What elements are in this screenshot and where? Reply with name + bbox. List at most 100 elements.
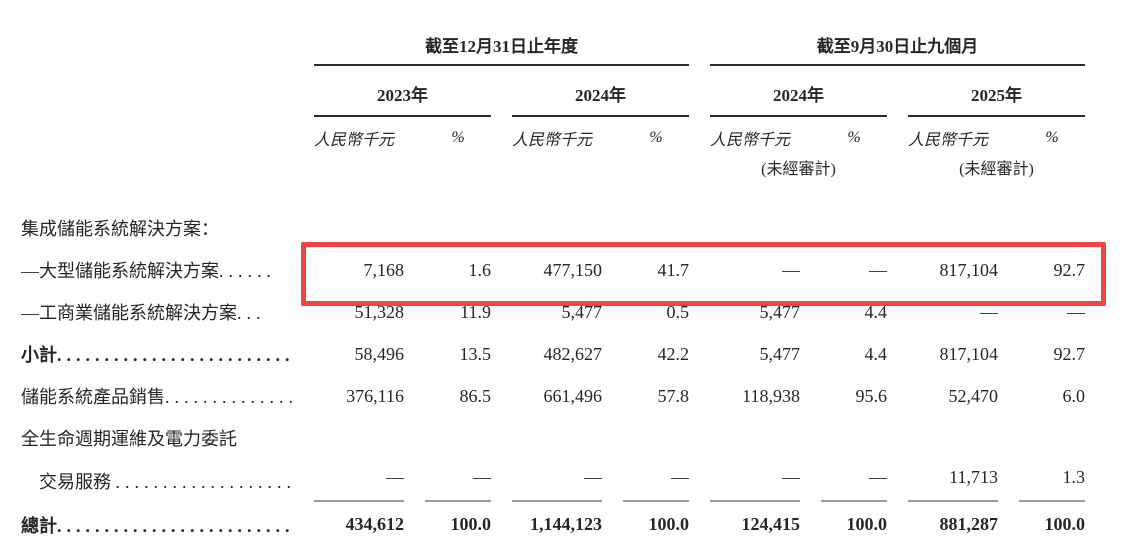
row-label: 全生命週期運維及電力委託	[21, 417, 293, 459]
percent-cell: —	[869, 259, 887, 280]
row-label-text: —大型儲能系統解決方案	[21, 261, 219, 281]
percent-cell: —	[425, 459, 491, 502]
row-label: —大型儲能系統解決方案......	[21, 249, 293, 291]
empty-cell	[21, 66, 293, 117]
amount-cell: 7,168	[363, 259, 405, 280]
unit-header: 人民幣千元	[512, 132, 593, 149]
dot-leader: ................................	[57, 516, 293, 536]
percent-cell	[623, 417, 689, 459]
percent-cell: 100.0	[821, 502, 887, 537]
percent-cell: 41.7	[657, 259, 690, 280]
dot-leader: ...	[237, 303, 266, 323]
amount-cell: 118,938	[742, 385, 800, 406]
unaudited-note: (未經審計)	[959, 161, 1034, 178]
percent-cell: 92.7	[1053, 259, 1086, 280]
dot-leader: ................................	[57, 345, 293, 365]
percent-cell	[1019, 207, 1085, 249]
row-label: 總計................................	[21, 502, 293, 537]
row-integrated-solutions-heading: 集成儲能系統解決方案：	[21, 207, 1085, 249]
amount-cell: 817,104	[939, 343, 999, 364]
amount-cell: 5,477	[759, 301, 801, 322]
amount-cell: 817,104	[939, 259, 999, 280]
row-label-text: 儲能系統產品銷售	[21, 387, 165, 407]
amount-cell: 376,116	[346, 385, 404, 406]
amount-cell	[512, 207, 602, 249]
unit-header: 人民幣千元	[710, 132, 791, 149]
percent-header: %	[451, 129, 465, 146]
row-large-scale-storage: —大型儲能系統解決方案...... 7,168 1.6 477,150 41.7…	[21, 249, 1085, 291]
amount-cell	[314, 417, 404, 459]
amount-cell: 51,328	[354, 301, 405, 322]
amount-cell: 52,470	[948, 385, 999, 406]
percent-cell	[425, 207, 491, 249]
year-header-2024-9m: 2024年	[710, 66, 887, 117]
percent-cell	[821, 207, 887, 249]
row-label-text: 小計	[21, 345, 57, 365]
percent-cell: —	[1067, 301, 1085, 322]
row-label: 小計................................	[21, 333, 293, 375]
percent-cell: —	[821, 459, 887, 502]
unit-header: 人民幣千元	[908, 132, 989, 149]
percent-header: %	[1045, 129, 1059, 146]
row-total: 總計................................ 434,6…	[21, 502, 1085, 537]
dot-leader: ........................	[115, 471, 294, 492]
period-group-row: 截至12月31日止年度 截至9月30日止九個月	[21, 14, 1085, 66]
amount-cell: 434,612	[314, 502, 404, 537]
percent-cell: 0.5	[666, 301, 690, 322]
year-header-row: 2023年 2024年 2024年 2025年	[21, 66, 1085, 117]
revenue-breakdown-table: 截至12月31日止年度 截至9月30日止九個月 2023年 2024年 2024…	[0, 14, 1106, 537]
year-header-2024: 2024年	[512, 66, 689, 117]
amount-cell: 58,496	[354, 343, 405, 364]
amount-cell	[710, 417, 800, 459]
percent-cell	[821, 417, 887, 459]
unaudited-note: (未經審計)	[761, 161, 836, 178]
row-label-text: 總計	[21, 516, 57, 536]
percent-cell: 11.9	[460, 301, 491, 322]
percent-cell: 57.8	[657, 385, 690, 406]
percent-cell: 100.0	[1019, 502, 1085, 537]
percent-cell: 100.0	[425, 502, 491, 537]
amount-cell	[908, 417, 998, 459]
row-label: 儲能系統產品銷售..................	[21, 375, 293, 417]
row-label-text: 全生命週期運維及電力委託	[21, 429, 237, 449]
percent-cell: 42.2	[657, 343, 690, 364]
percent-cell: 92.7	[1053, 343, 1086, 364]
empty-cell	[21, 117, 293, 152]
row-commercial-industrial-storage: —工商業儲能系統解決方案... 51,328 11.9 5,477 0.5 5,…	[21, 291, 1085, 333]
unaudited-note-row: (未經審計) (未經審計)	[21, 152, 1085, 183]
percent-cell: 100.0	[623, 502, 689, 537]
percent-cell: 13.5	[459, 343, 492, 364]
amount-cell: 11,713	[908, 459, 998, 502]
year-header-2023: 2023年	[314, 66, 491, 117]
amount-cell	[314, 207, 404, 249]
amount-cell: 124,415	[710, 502, 800, 537]
empty-corner	[21, 14, 293, 66]
dot-leader: ......	[219, 261, 276, 281]
row-lifecycle-om-heading: 全生命週期運維及電力委託	[21, 417, 1085, 459]
spacer-row	[21, 183, 1085, 207]
amount-cell	[908, 207, 998, 249]
percent-cell: 4.4	[864, 343, 888, 364]
row-storage-product-sales: 儲能系統產品銷售.................. 376,116 86.5 …	[21, 375, 1085, 417]
percent-cell: 1.3	[1019, 459, 1085, 502]
row-label-text: —工商業儲能系統解決方案	[21, 303, 237, 323]
unit-header: 人民幣千元	[314, 132, 395, 149]
amount-cell: 1,144,123	[512, 502, 602, 537]
percent-header: %	[847, 129, 861, 146]
amount-cell: —	[710, 459, 800, 502]
row-subtotal: 小計................................ 58,49…	[21, 333, 1085, 375]
year-header-2025-9m: 2025年	[908, 66, 1085, 117]
empty-cell	[314, 152, 689, 183]
amount-cell	[512, 417, 602, 459]
amount-cell	[710, 207, 800, 249]
row-label: 交易服務 ........................	[21, 459, 293, 502]
percent-cell: 86.5	[459, 385, 492, 406]
percent-cell: —	[623, 459, 689, 502]
percent-cell: 95.6	[855, 385, 888, 406]
amount-cell: 881,287	[908, 502, 998, 537]
percent-cell: 4.4	[864, 301, 888, 322]
percent-cell: 1.6	[468, 259, 492, 280]
row-label-text: 集成儲能系統解決方案：	[21, 219, 219, 239]
amount-cell: 5,477	[759, 343, 801, 364]
